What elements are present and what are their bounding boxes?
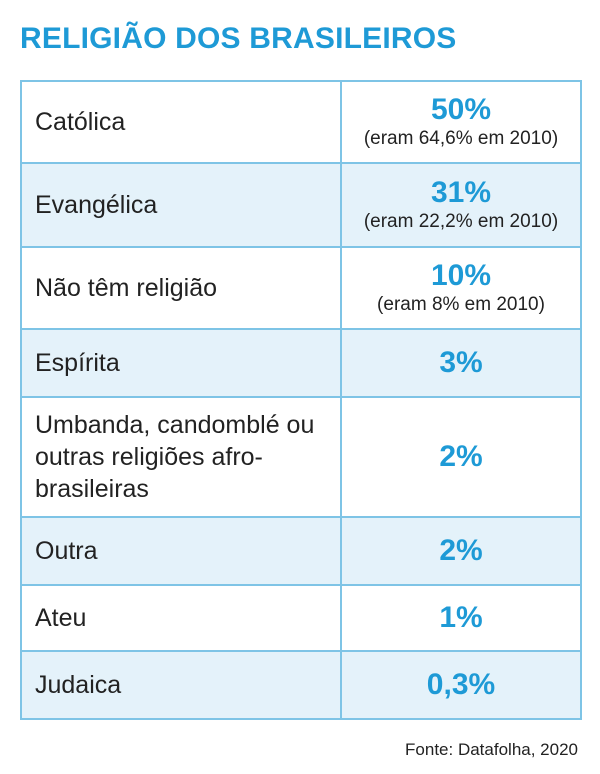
- row-label: Ateu: [20, 584, 342, 652]
- row-value: 10%: [430, 259, 492, 292]
- table-row: Ateu 1%: [20, 584, 582, 652]
- row-value-cell: 3%: [340, 328, 582, 398]
- table-row: Não têm religião 10% (eram 8% em 2010): [20, 246, 582, 330]
- row-value: 1%: [439, 601, 483, 634]
- chart-title: RELIGIÃO DOS BRASILEIROS: [20, 22, 457, 55]
- row-value: 50%: [430, 93, 492, 126]
- row-note: (eram 64,6% em 2010): [363, 128, 559, 149]
- row-value: 2%: [439, 440, 483, 473]
- table-row: Outra 2%: [20, 516, 582, 586]
- row-value-cell: 2%: [340, 516, 582, 586]
- row-value: 2%: [439, 534, 483, 567]
- row-value-cell: 31% (eram 22,2% em 2010): [340, 162, 582, 248]
- table-row: Evangélica 31% (eram 22,2% em 2010): [20, 162, 582, 248]
- row-note: (eram 22,2% em 2010): [363, 211, 559, 232]
- religion-table: Católica 50% (eram 64,6% em 2010) Evangé…: [20, 80, 582, 720]
- row-label: Outra: [20, 516, 342, 586]
- row-value: 31%: [430, 176, 492, 209]
- row-label: Evangélica: [20, 162, 342, 248]
- row-value-cell: 0,3%: [340, 650, 582, 720]
- row-label: Não têm religião: [20, 246, 342, 330]
- row-value: 3%: [439, 346, 483, 379]
- row-value-cell: 2%: [340, 396, 582, 518]
- row-label: Judaica: [20, 650, 342, 720]
- row-label: Umbanda, candomblé ou outras religiões a…: [20, 396, 342, 518]
- row-value-cell: 10% (eram 8% em 2010): [340, 246, 582, 330]
- table-row: Umbanda, candomblé ou outras religiões a…: [20, 396, 582, 518]
- row-value: 0,3%: [426, 668, 496, 701]
- source-note: Fonte: Datafolha, 2020: [405, 740, 578, 759]
- table-row: Judaica 0,3%: [20, 650, 582, 720]
- row-note: (eram 8% em 2010): [377, 294, 545, 315]
- row-value-cell: 1%: [340, 584, 582, 652]
- table-row: Católica 50% (eram 64,6% em 2010): [20, 80, 582, 164]
- table-row: Espírita 3%: [20, 328, 582, 398]
- row-label: Espírita: [20, 328, 342, 398]
- row-value-cell: 50% (eram 64,6% em 2010): [340, 80, 582, 164]
- row-label: Católica: [20, 80, 342, 164]
